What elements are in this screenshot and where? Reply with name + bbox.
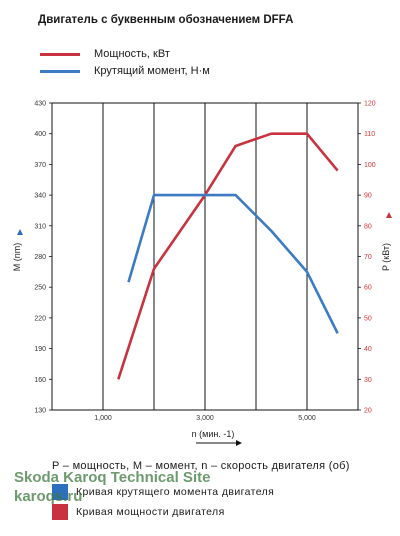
footnote: P – мощность, M – момент, n – скорость д… [52,460,350,472]
x-tick-label: 1,000 [94,415,112,422]
y-right-tick-label: 20 [364,408,372,415]
chart-grid [51,102,359,411]
y-left-tick-label: 340 [34,193,46,200]
y-right-tick-label: 80 [364,223,372,230]
y-right-tick-label: 100 [364,162,376,169]
y-left-tick-label: 190 [34,346,46,353]
y-right-tick-label: 70 [364,254,372,261]
y-right-tick-label: 120 [364,101,376,108]
x-tick-label: 3,000 [196,415,214,422]
y-right-tick-label: 30 [364,377,372,384]
key-power-swatch [52,504,68,520]
y-left-tick-label: 310 [34,223,46,230]
chart-title: Двигатель с буквенным обозначением DFFA [38,14,294,26]
y-right-tick-label: 50 [364,315,372,322]
key-torque-swatch [52,484,68,500]
watermark-line1: Skoda Karoq Technical Site [14,469,211,486]
chart-ticks: 130 160 190 220 250 280 310 340 370 400 430 20 30 40 5… [34,101,375,423]
key-power-label: Кривая мощности двигателя [76,506,225,518]
legend-power-swatch [40,52,80,56]
y-left-tick-label: 280 [34,254,46,261]
power-curve [117,132,339,380]
key-torque: Кривая крутящего момента двигателя [52,484,274,500]
y-right-tick-label: 90 [364,193,372,200]
y-axis-right-arrow-icon [386,212,392,218]
torque-curve [127,193,339,334]
y-right-tick-label: 40 [364,346,372,353]
y-left-tick-label: 370 [34,162,46,169]
y-axis-right-label: P (кВт) [381,243,391,271]
key-power: Кривая мощности двигателя [52,504,225,520]
y-axis-left-arrow-icon [17,229,23,235]
axis-labels: n (мин. -1) M (nm) P (кВт) [12,212,392,446]
y-right-tick-label: 60 [364,285,372,292]
y-left-tick-label: 250 [34,285,46,292]
key-torque-label: Кривая крутящего момента двигателя [76,486,275,498]
legend-power: Мощность, кВт [40,48,170,60]
y-left-tick-label: 130 [34,408,46,415]
x-axis-label: n (мин. -1) [192,429,235,439]
legend-torque: Крутящий момент, Н·м [40,65,210,77]
chart-series [117,132,339,380]
legend-power-label: Мощность, кВт [94,48,170,60]
watermark-line2: karoqs.ru [14,488,83,505]
y-left-tick-label: 430 [34,101,46,108]
watermark: Skoda Karoq Technical Site karoqs.ru [14,468,210,506]
y-right-tick-label: 110 [364,131,375,138]
legend-torque-swatch [40,69,80,73]
y-left-tick-label: 220 [34,315,46,322]
y-left-tick-label: 160 [34,377,46,384]
y-axis-left-label: M (nm) [12,243,22,272]
y-left-tick-label: 400 [34,131,46,138]
x-axis-arrowhead-icon [236,440,242,446]
legend-torque-label: Крутящий момент, Н·м [94,65,210,77]
x-tick-label: 5,000 [298,415,316,422]
